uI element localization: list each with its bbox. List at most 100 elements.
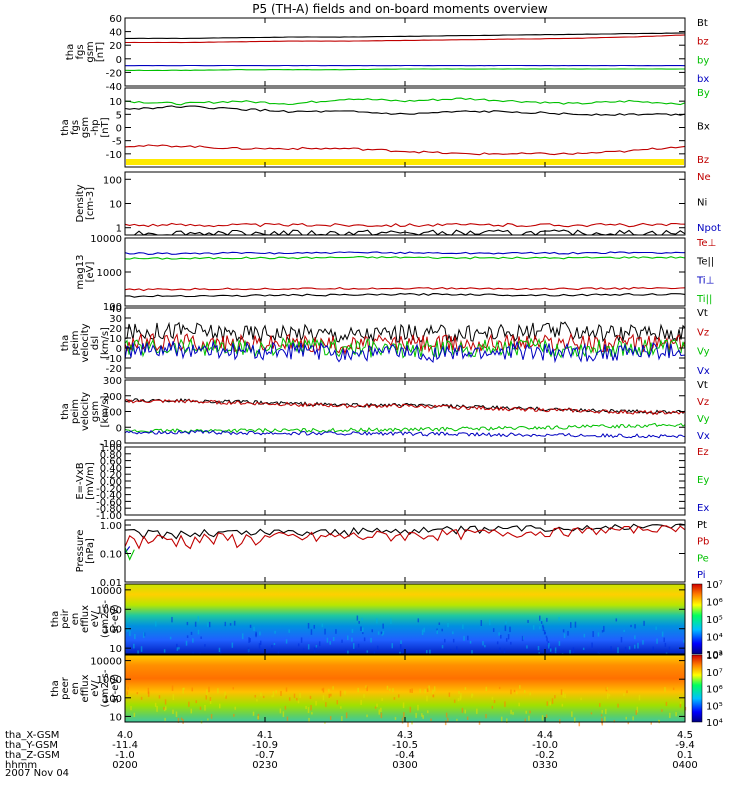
spectrogram-speck <box>156 705 158 712</box>
y-tick-label: 100 <box>103 625 122 636</box>
spectrogram-speck <box>299 692 301 698</box>
spectrogram-speck <box>504 701 506 707</box>
spectrogram-speck <box>399 644 402 649</box>
spectrogram-speck <box>447 717 449 722</box>
colorbar-label: 10³ <box>706 650 723 661</box>
spectrogram-speck <box>300 637 303 643</box>
spectrogram-speck <box>432 689 434 696</box>
spectrogram-speck <box>489 619 491 626</box>
spectrogram-speck <box>143 632 145 638</box>
spectrogram-speck <box>462 624 464 630</box>
spectrogram-speck <box>197 629 200 635</box>
colorbar-label: 10⁴ <box>706 718 723 729</box>
x-axis-value: -1.0 <box>115 750 135 761</box>
legend-Te||: Te|| <box>696 257 714 268</box>
spectrogram-speck <box>164 708 166 712</box>
series-line-Vx <box>124 340 686 364</box>
spectrogram-speck <box>204 644 206 647</box>
y-axis-label: peim <box>70 399 81 424</box>
spectrogram-speck <box>377 631 380 635</box>
y-tick-label: -0.80 <box>96 504 122 515</box>
spectrogram-speck <box>341 716 343 721</box>
spectrogram-speck <box>564 693 566 699</box>
spectrogram-speck <box>371 629 374 633</box>
spectrogram-speck <box>464 709 466 714</box>
spectrogram-speck <box>279 708 282 714</box>
panel-fgs_hp: -10 -5 0 5 10 tha fgs gsm -hp [nT] By Bx Bz <box>60 87 710 168</box>
y-tick-label: 10000 <box>90 657 122 668</box>
spectrogram-speck <box>380 707 382 713</box>
spectrogram-speck <box>429 649 431 655</box>
spectrogram-speck <box>672 687 675 690</box>
spectrogram-speck <box>186 621 189 626</box>
legend-Bz: Bz <box>697 155 709 166</box>
spectrogram-speck <box>510 689 512 695</box>
series-line-Pi <box>124 546 131 554</box>
spectrogram-speck <box>620 636 623 643</box>
spectrogram-speck <box>370 637 372 643</box>
spectrogram-speck <box>313 624 316 629</box>
spectrogram-speck <box>525 710 527 714</box>
y-axis-label: (cm2-s- <box>100 669 111 707</box>
spectrogram-speck <box>642 640 644 645</box>
spectrogram-speck <box>436 628 438 631</box>
spectrogram-speck <box>199 706 202 710</box>
spectrogram-speck <box>505 621 507 624</box>
x-axis-value: 4.1 <box>257 730 273 741</box>
spectrogram-speck <box>229 623 232 626</box>
y-axis-label: peim <box>70 330 81 355</box>
spectrogram-speck <box>288 629 290 633</box>
series-line-Pt <box>124 523 686 540</box>
spectrogram-speck <box>234 706 236 710</box>
legend-Vt: Vt <box>697 380 708 391</box>
legend-Ex: Ex <box>697 503 709 514</box>
spectrogram-speck <box>332 686 334 690</box>
spectrogram-speck <box>637 642 639 649</box>
spectrogram-speck <box>393 697 396 700</box>
y-tick-label: 40 <box>109 304 122 315</box>
x-axis-value: -10.5 <box>392 740 418 751</box>
spectrogram-speck <box>507 634 510 640</box>
spectrogram-speck <box>293 693 296 699</box>
spectrogram-speck <box>285 639 288 644</box>
spectrogram-speck <box>308 717 310 722</box>
spectrogram-speck <box>663 637 665 643</box>
spectrogram-speck <box>604 716 606 722</box>
legend-Npot: Npot <box>697 223 721 234</box>
spectrogram-speck <box>428 685 430 691</box>
spectrogram-speck <box>445 712 448 718</box>
spectrogram-speck <box>471 650 473 656</box>
spectrogram-speck <box>636 706 639 713</box>
series-line-by <box>124 68 685 72</box>
spectrogram-speck <box>409 689 412 693</box>
spectrogram-speck <box>326 637 329 643</box>
y-tick-label: -100 <box>99 439 122 450</box>
spectrogram-speck <box>498 632 500 636</box>
spectrogram-speck <box>376 703 378 708</box>
spectrogram-speck <box>615 618 618 622</box>
spectrogram-speck <box>664 642 667 647</box>
x-axis-value: -11.4 <box>112 740 138 751</box>
y-tick-label: 100 <box>103 175 122 186</box>
spectrogram-speck <box>529 710 531 714</box>
spectrogram-speck <box>630 624 632 628</box>
legend-Vz: Vz <box>697 327 709 338</box>
spectrogram-speck <box>627 721 630 725</box>
spectrogram-speck <box>539 626 541 630</box>
spectrogram-speck <box>661 709 663 712</box>
colorbar-label: 10⁵ <box>706 615 723 626</box>
spectrogram-speck <box>409 706 412 713</box>
panel-pressure: 0.01 0.10 1.00 Pressure [nPa] Pt Pb Pe Pi <box>75 519 709 589</box>
spectrogram-speck <box>476 708 478 714</box>
spectrogram-speck <box>311 712 313 715</box>
spectrogram-speck <box>606 687 608 690</box>
spectrogram-speck <box>492 628 495 632</box>
spectrogram-speck <box>484 644 486 648</box>
spectrogram-speck <box>505 638 508 642</box>
spectrogram-speck <box>526 645 528 649</box>
spectrogram-speck <box>444 720 447 726</box>
spectrogram-speck <box>164 699 167 705</box>
spectrogram-speck <box>499 647 501 653</box>
colorbar-label: 10⁷ <box>706 668 723 679</box>
legend-Pe: Pe <box>697 553 709 564</box>
